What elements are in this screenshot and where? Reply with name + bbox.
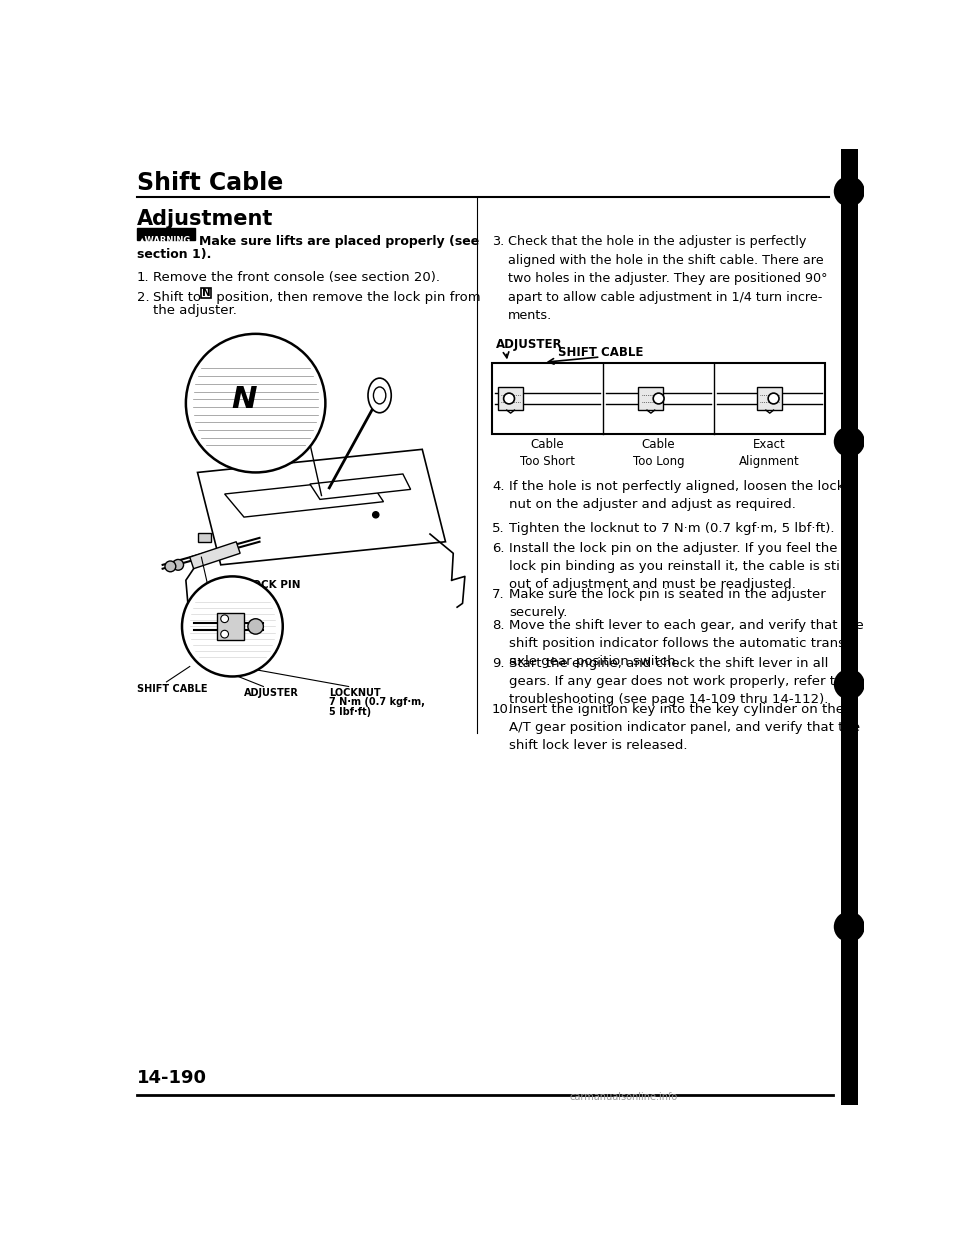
Text: Shift to: Shift to bbox=[153, 292, 204, 304]
Text: 5 lbf·ft): 5 lbf·ft) bbox=[329, 707, 372, 717]
Polygon shape bbox=[310, 474, 411, 499]
Bar bbox=[638, 388, 663, 410]
Text: N: N bbox=[231, 385, 256, 414]
Text: 14-190: 14-190 bbox=[137, 1069, 207, 1087]
Text: 5.: 5. bbox=[492, 523, 505, 535]
Text: Check that the hole in the adjuster is perfectly
aligned with the hole in the sh: Check that the hole in the adjuster is p… bbox=[508, 235, 827, 322]
Circle shape bbox=[173, 559, 183, 570]
Text: Shift Cable: Shift Cable bbox=[137, 170, 283, 195]
Text: LOCK PIN: LOCK PIN bbox=[246, 580, 300, 590]
Text: 7.: 7. bbox=[492, 587, 505, 601]
Text: Cable
Too Long: Cable Too Long bbox=[633, 437, 684, 468]
Circle shape bbox=[834, 176, 865, 206]
Text: Move the shift lever to each gear, and verify that the
shift position indicator : Move the shift lever to each gear, and v… bbox=[509, 619, 864, 668]
Text: LOCKNUT: LOCKNUT bbox=[329, 688, 381, 698]
Circle shape bbox=[834, 912, 865, 943]
Text: ADJUSTER: ADJUSTER bbox=[244, 688, 299, 698]
Circle shape bbox=[372, 512, 379, 518]
Bar bbox=[137, 227, 195, 240]
Bar bbox=[198, 533, 211, 542]
Polygon shape bbox=[198, 450, 445, 565]
Text: SHIFT CABLE: SHIFT CABLE bbox=[558, 347, 643, 359]
Text: 10.: 10. bbox=[492, 703, 513, 717]
Text: 4.: 4. bbox=[492, 481, 505, 493]
Circle shape bbox=[504, 394, 515, 404]
Circle shape bbox=[165, 561, 176, 571]
Bar bbox=[492, 363, 826, 433]
Bar bbox=[202, 288, 211, 298]
Text: Cable
Too Short: Cable Too Short bbox=[520, 437, 575, 468]
Polygon shape bbox=[190, 542, 240, 569]
Text: 3.: 3. bbox=[492, 235, 504, 248]
Circle shape bbox=[768, 394, 779, 404]
Text: SHIFT CABLE: SHIFT CABLE bbox=[137, 684, 207, 694]
Text: ▲WARNING: ▲WARNING bbox=[139, 235, 192, 245]
Ellipse shape bbox=[373, 388, 386, 404]
Polygon shape bbox=[225, 478, 383, 517]
Text: 6.: 6. bbox=[492, 542, 505, 555]
Text: N: N bbox=[202, 288, 211, 298]
Text: Insert the ignition key into the key cylinder on the
A/T gear position indicator: Insert the ignition key into the key cyl… bbox=[509, 703, 860, 753]
Text: 8.: 8. bbox=[492, 619, 505, 632]
Text: Exact
Alignment: Exact Alignment bbox=[739, 437, 800, 468]
Text: 9.: 9. bbox=[492, 657, 505, 671]
Bar bbox=[217, 612, 244, 641]
Text: 7 N·m (0.7 kgf·m,: 7 N·m (0.7 kgf·m, bbox=[329, 697, 425, 707]
Circle shape bbox=[834, 426, 865, 457]
Text: If the hole is not perfectly aligned, loosen the lock-
nut on the adjuster and a: If the hole is not perfectly aligned, lo… bbox=[509, 481, 850, 512]
Text: position, then remove the lock pin from: position, then remove the lock pin from bbox=[212, 292, 481, 304]
Circle shape bbox=[221, 615, 228, 622]
Text: 2.: 2. bbox=[137, 292, 150, 304]
Ellipse shape bbox=[368, 378, 392, 412]
Circle shape bbox=[221, 630, 228, 638]
Circle shape bbox=[834, 668, 865, 699]
Text: Make sure lifts are placed properly (see: Make sure lifts are placed properly (see bbox=[199, 235, 479, 248]
Circle shape bbox=[182, 576, 283, 677]
Text: 1.: 1. bbox=[137, 271, 150, 283]
Circle shape bbox=[248, 619, 263, 635]
Text: ADJUSTER: ADJUSTER bbox=[496, 339, 563, 351]
Text: Adjustment: Adjustment bbox=[137, 209, 274, 229]
Text: Install the lock pin on the adjuster. If you feel the
lock pin binding as you re: Install the lock pin on the adjuster. If… bbox=[509, 542, 848, 591]
Bar bbox=[841, 149, 858, 1105]
Circle shape bbox=[653, 394, 664, 404]
Text: carmanualsonline.info: carmanualsonline.info bbox=[569, 1092, 678, 1102]
Text: Tighten the locknut to 7 N·m (0.7 kgf·m, 5 lbf·ft).: Tighten the locknut to 7 N·m (0.7 kgf·m,… bbox=[509, 523, 834, 535]
Text: section 1).: section 1). bbox=[137, 247, 211, 261]
Bar bbox=[498, 388, 523, 410]
Text: Start the engine, and check the shift lever in all
gears. If any gear does not w: Start the engine, and check the shift le… bbox=[509, 657, 843, 707]
Circle shape bbox=[186, 334, 325, 472]
Text: Make sure the lock pin is seated in the adjuster
securely.: Make sure the lock pin is seated in the … bbox=[509, 587, 826, 619]
Text: the adjuster.: the adjuster. bbox=[153, 304, 236, 317]
Bar bbox=[757, 388, 782, 410]
Text: Remove the front console (see section 20).: Remove the front console (see section 20… bbox=[153, 271, 440, 283]
